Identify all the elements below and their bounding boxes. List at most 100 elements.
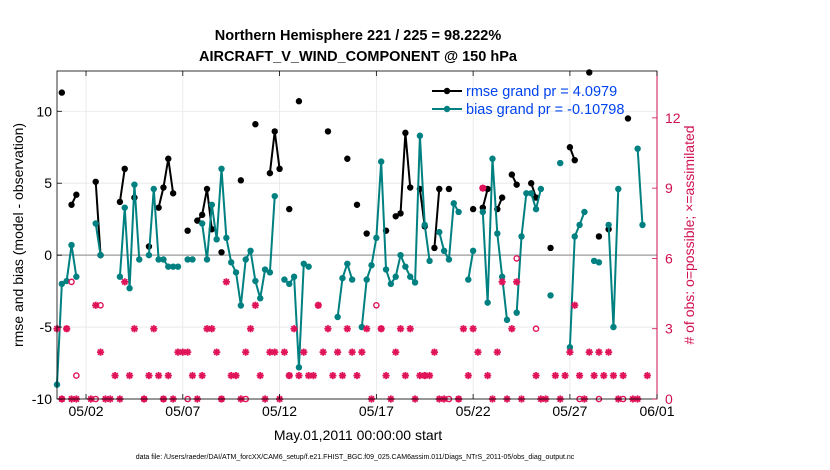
rmse-point — [586, 69, 593, 76]
assimilated-obs-stroke — [174, 348, 182, 356]
assimilated-obs-stroke — [590, 372, 598, 379]
legend: rmse grand pr = 4.0979 bias grand pr = -0… — [432, 84, 624, 118]
assimilated-obs-stroke — [363, 325, 370, 332]
assimilated-obs-stroke — [165, 372, 172, 379]
assimilated-obs-stroke — [266, 348, 274, 356]
assimilated-obs-marker — [130, 325, 139, 333]
assimilated-obs-stroke — [610, 372, 617, 379]
bias-point — [590, 257, 598, 265]
assimilated-obs-stroke — [290, 325, 298, 332]
rmse-point — [527, 180, 535, 187]
assimilated-obs-marker — [493, 348, 501, 356]
assimilated-obs-stroke — [247, 325, 254, 332]
assimilated-obs-stroke — [431, 348, 438, 356]
assimilated-obs-marker — [363, 325, 371, 333]
bias-point — [165, 263, 172, 270]
rmse-line-segment — [481, 188, 489, 208]
data-file-footer: data file: /Users/raeder/DAI/ATM_forcXX/… — [136, 454, 575, 461]
bias-point — [445, 256, 453, 263]
bias-point — [363, 276, 370, 283]
bias-point — [344, 260, 351, 267]
assimilated-obs-stroke — [605, 348, 612, 356]
rmse-point — [184, 227, 191, 234]
rmse-point — [121, 165, 128, 173]
rmse-point — [469, 205, 477, 213]
assimilated-obs-marker — [619, 371, 627, 380]
assimilated-obs-marker — [251, 301, 259, 309]
assimilated-obs-marker — [498, 278, 506, 286]
bias-point — [479, 208, 487, 216]
assimilated-obs-stroke — [271, 348, 278, 356]
rmse-point — [266, 169, 274, 177]
bias-point — [247, 247, 254, 255]
bias-point — [218, 165, 225, 173]
assimilated-obs-marker — [532, 371, 540, 380]
bias-point — [436, 228, 443, 236]
rmse-point — [595, 233, 603, 240]
bias-point — [411, 279, 419, 286]
bias-point — [68, 241, 75, 249]
bias-point — [174, 263, 182, 270]
bias-line-segment — [56, 244, 78, 385]
rmse-point — [169, 190, 177, 197]
assimilated-obs-stroke — [484, 372, 491, 379]
plot-frame — [56, 70, 658, 400]
bias-line-segment — [636, 148, 644, 225]
bias-point — [286, 280, 293, 288]
assimilated-obs-stroke — [310, 372, 317, 379]
assimilated-obs-marker — [595, 348, 603, 356]
assimilated-obs-marker — [338, 371, 347, 380]
x-axis-ticks: 05/02 05/07 05/12 05/17 05/22 05/27 06/01 — [69, 71, 675, 419]
bias-point — [402, 263, 409, 270]
assimilated-obs-stroke — [561, 372, 569, 379]
right-tick-label: 0 — [665, 391, 673, 407]
bias-point — [440, 247, 448, 255]
bias-point — [426, 257, 433, 265]
right-axis-label: # of obs: o=possible; ×=assimilated — [681, 125, 697, 344]
bias-point — [416, 132, 424, 139]
rmse-point — [498, 194, 506, 201]
x-tick-label: 05/17 — [359, 403, 394, 419]
assimilated-obs-stroke — [552, 372, 559, 379]
assimilated-obs-stroke — [339, 372, 346, 379]
assimilated-obs-marker — [561, 371, 569, 380]
assimilated-obs-stroke — [576, 372, 583, 379]
assimilated-obs-stroke — [619, 372, 627, 379]
bias-point — [484, 299, 491, 306]
assimilated-obs-marker — [246, 325, 255, 333]
y-tick-label: 0 — [44, 247, 52, 263]
assimilated-obs-marker — [305, 371, 313, 380]
bias-point — [116, 273, 124, 280]
bias-point — [421, 221, 428, 229]
rmse-point — [286, 205, 293, 213]
assimilated-obs-marker — [314, 301, 322, 309]
bias-point — [465, 276, 472, 283]
assimilated-obs-marker — [425, 371, 434, 380]
assimilated-obs-marker — [605, 348, 613, 356]
assimilated-obs-stroke — [600, 372, 608, 379]
rmse-point — [92, 178, 99, 185]
x-tick-label: 06/01 — [639, 403, 674, 419]
assimilated-obs-stroke — [315, 302, 322, 309]
legend-rmse-marker — [443, 87, 451, 95]
bias-point — [208, 201, 216, 208]
assimilated-obs-marker — [334, 348, 342, 356]
assimilated-obs-stroke — [179, 348, 187, 356]
bias-line-segment — [568, 211, 586, 348]
bias-point — [281, 276, 288, 283]
assimilated-obs-marker — [164, 371, 172, 380]
bias-point — [503, 316, 511, 324]
assimilated-obs-stroke — [508, 325, 516, 332]
rmse-line-segment — [196, 188, 213, 230]
assimilated-obs-marker — [227, 371, 235, 380]
assimilated-obs-marker — [382, 371, 390, 380]
bias-point — [571, 233, 578, 240]
possible-obs-marker — [373, 301, 380, 309]
bias-point — [198, 220, 206, 227]
bias-point — [397, 251, 404, 259]
rmse-point — [295, 98, 303, 105]
bias-point — [121, 204, 128, 211]
assimilated-obs-stroke — [392, 348, 399, 356]
assimilated-obs-marker — [343, 325, 351, 333]
bias-point — [518, 233, 525, 240]
